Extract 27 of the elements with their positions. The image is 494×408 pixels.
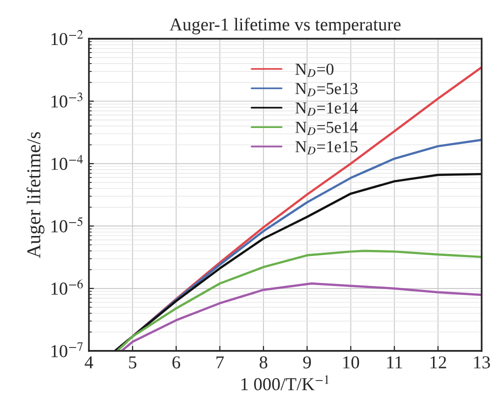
legend-label: N$_{D}$=1e14: [295, 102, 358, 116]
y-tick-label: 10$^{−6}$: [52, 280, 83, 295]
x-tick-label: 7: [216, 356, 224, 368]
y-tick-label: 10$^{−5}$: [52, 217, 82, 232]
x-tick-label: 12: [430, 356, 446, 368]
x-tick-label: 10: [343, 356, 360, 368]
legend-label: N$_{D}$=5e13: [295, 83, 358, 96]
y-tick-label: 10$^{−3}$: [52, 92, 82, 108]
x-tick-label: 6: [172, 356, 180, 368]
x-tick-label: 9: [303, 356, 311, 368]
x-axis-title: 1 000/T/K$^{−1}$: [241, 375, 329, 390]
line-series: [120, 282, 482, 351]
chart-title: Auger-1 lifetime vs temperature: [170, 18, 401, 34]
line-series: [114, 172, 482, 351]
legend-label: N$_{D}$=1e15: [295, 141, 358, 154]
y-axis-title: Auger lifetime/s: [26, 132, 44, 258]
y-tick-label: 10$^{−4}$: [52, 154, 83, 170]
y-tick-label: 10$^{−2}$: [52, 30, 83, 46]
x-tick-label: 5: [129, 356, 136, 368]
x-tick-label: 11: [387, 356, 402, 368]
y-tick-label: 10$^{−7}$: [52, 342, 83, 358]
x-tick-label: 13: [474, 356, 490, 368]
line-series: [116, 250, 482, 351]
x-tick-label: 4: [84, 356, 94, 368]
legend-label: N$_{D}$=5e14: [295, 122, 358, 135]
legend-label: N$_{D}$=0: [295, 64, 334, 77]
x-tick-label: 8: [260, 356, 268, 368]
